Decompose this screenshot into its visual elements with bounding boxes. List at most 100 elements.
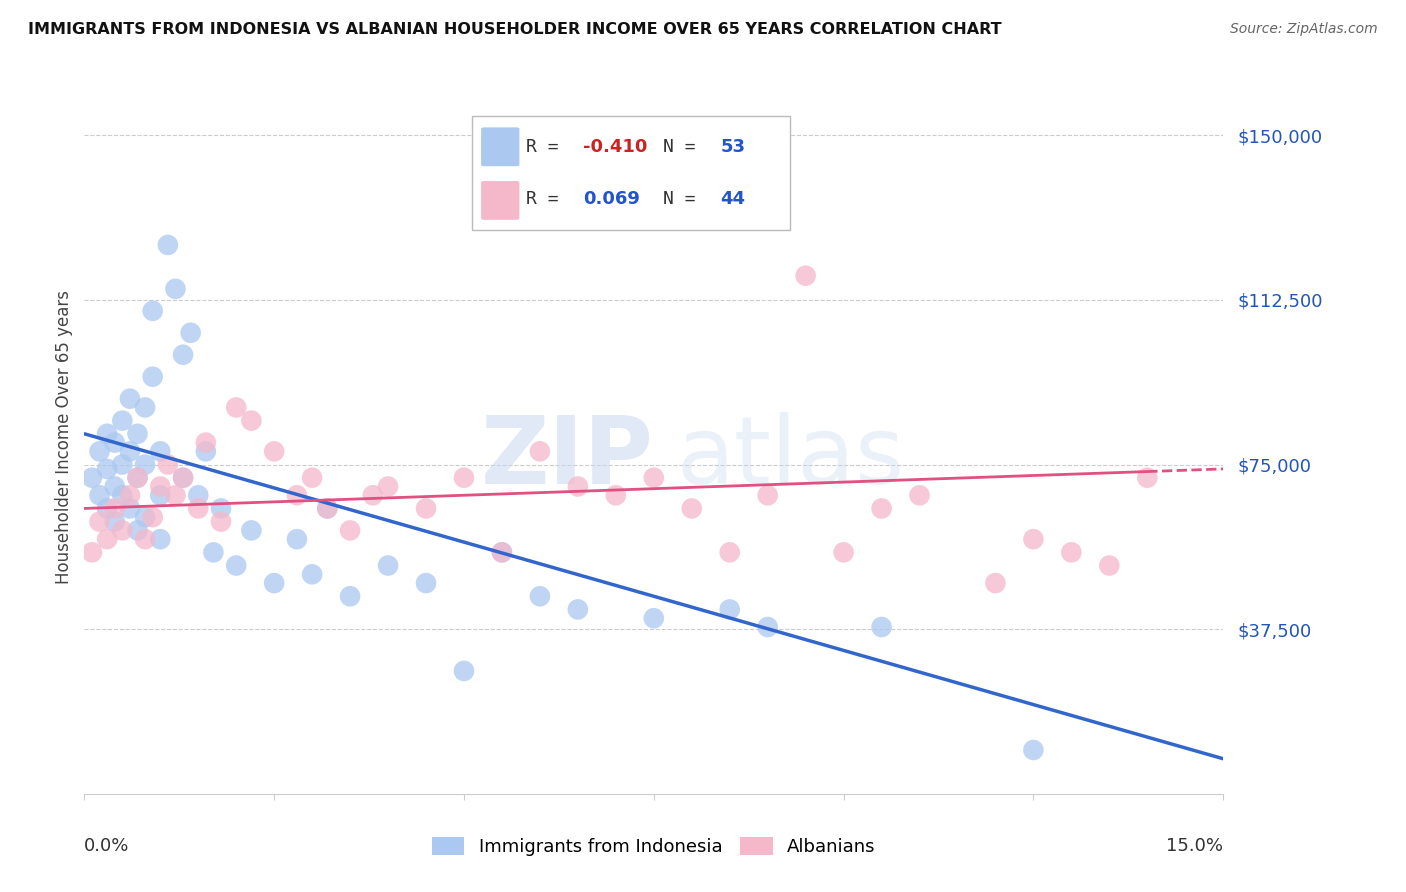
Point [149, 479, 172, 493]
Text: Source: ZipAtlas.com: Source: ZipAtlas.com [1230, 22, 1378, 37]
Text: 15.0%: 15.0% [1166, 837, 1223, 855]
Point [127, 524, 149, 538]
Point [134, 510, 156, 524]
Point [187, 501, 209, 516]
Point [225, 401, 247, 415]
Point [80, 471, 103, 485]
Point [377, 558, 399, 573]
Point [301, 567, 323, 582]
Point [1022, 743, 1045, 757]
Point [209, 515, 232, 529]
Point [118, 392, 141, 406]
Point [96, 426, 118, 441]
Point [172, 471, 194, 485]
Point [104, 515, 127, 529]
Point [756, 488, 779, 502]
Point [361, 488, 384, 502]
Point [377, 479, 399, 493]
Point [118, 488, 141, 502]
Point [149, 488, 172, 502]
Point [134, 532, 156, 546]
Point [149, 532, 172, 546]
Text: 0.0%: 0.0% [84, 837, 129, 855]
Point [104, 501, 127, 516]
Point [225, 558, 247, 573]
Point [605, 488, 627, 502]
Point [118, 501, 141, 516]
Point [127, 426, 149, 441]
Point [127, 471, 149, 485]
Legend: Immigrants from Indonesia, Albanians: Immigrants from Indonesia, Albanians [432, 837, 876, 856]
Point [285, 532, 308, 546]
Point [104, 435, 127, 450]
Point [491, 545, 513, 559]
Point [118, 444, 141, 458]
Point [870, 501, 893, 516]
Text: IMMIGRANTS FROM INDONESIA VS ALBANIAN HOUSEHOLDER INCOME OVER 65 YEARS CORRELATI: IMMIGRANTS FROM INDONESIA VS ALBANIAN HO… [28, 22, 1001, 37]
Point [263, 444, 285, 458]
Point [89, 444, 111, 458]
Point [187, 488, 209, 502]
Point [127, 471, 149, 485]
Point [194, 444, 217, 458]
Point [984, 576, 1007, 591]
Point [453, 471, 475, 485]
Point [415, 501, 437, 516]
Point [165, 282, 187, 296]
Point [718, 602, 741, 616]
Point [80, 545, 103, 559]
Y-axis label: Householder Income Over 65 years: Householder Income Over 65 years [55, 290, 73, 584]
Point [285, 488, 308, 502]
Point [111, 458, 134, 472]
Point [453, 664, 475, 678]
Point [263, 576, 285, 591]
Point [96, 501, 118, 516]
Point [111, 488, 134, 502]
Point [316, 501, 339, 516]
Point [339, 589, 361, 603]
Point [1060, 545, 1083, 559]
Point [339, 524, 361, 538]
Point [1098, 558, 1121, 573]
Point [134, 458, 156, 472]
Point [142, 510, 165, 524]
Point [718, 545, 741, 559]
Point [870, 620, 893, 634]
Point [567, 602, 589, 616]
Point [104, 479, 127, 493]
Point [529, 589, 551, 603]
Point [202, 545, 225, 559]
Point [134, 401, 156, 415]
Point [89, 515, 111, 529]
Point [240, 414, 263, 428]
Point [908, 488, 931, 502]
Point [567, 479, 589, 493]
Point [643, 611, 665, 625]
Point [149, 444, 172, 458]
Point [156, 458, 179, 472]
Point [491, 545, 513, 559]
Point [643, 471, 665, 485]
Point [415, 576, 437, 591]
Point [209, 501, 232, 516]
Point [301, 471, 323, 485]
Point [180, 326, 202, 340]
Point [681, 501, 703, 516]
Point [1136, 471, 1159, 485]
Text: atlas: atlas [676, 412, 905, 505]
Point [142, 303, 165, 318]
Point [756, 620, 779, 634]
Point [111, 414, 134, 428]
Point [794, 268, 817, 283]
Point [142, 369, 165, 384]
Point [111, 524, 134, 538]
Point [172, 471, 194, 485]
Point [172, 348, 194, 362]
Point [832, 545, 855, 559]
Point [156, 238, 179, 252]
Point [240, 524, 263, 538]
Point [316, 501, 339, 516]
Point [529, 444, 551, 458]
Text: ZIP: ZIP [481, 412, 654, 505]
Point [194, 435, 217, 450]
